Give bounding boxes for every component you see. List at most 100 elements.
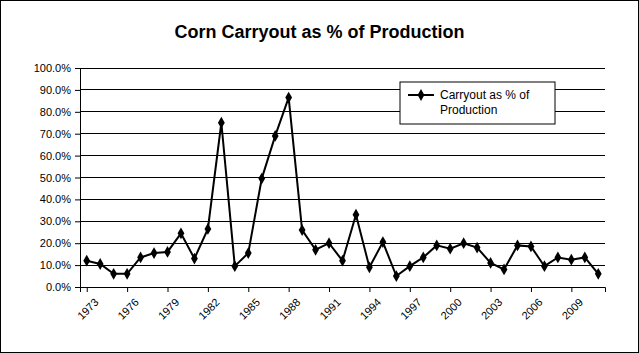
x-tick-mark xyxy=(369,287,370,292)
marker xyxy=(595,268,602,280)
x-tick: 1976 xyxy=(115,287,141,322)
y-tick-mark xyxy=(75,243,80,244)
x-tick-mark xyxy=(329,287,330,292)
y-tick: 60.0% xyxy=(40,150,80,162)
marker xyxy=(137,252,144,264)
y-tick: 100.0% xyxy=(34,62,80,74)
y-tick-label: 90.0% xyxy=(40,84,71,96)
y-tick-mark xyxy=(75,90,80,91)
marker xyxy=(326,237,333,249)
y-tick: 0.0% xyxy=(46,281,80,293)
legend-item: Carryout as % ofProduction xyxy=(408,88,530,117)
legend-marker xyxy=(418,89,425,101)
x-tick-mark xyxy=(127,287,128,292)
y-tick: 10.0% xyxy=(40,259,80,271)
marker xyxy=(245,247,252,259)
marker xyxy=(110,268,117,280)
y-tick: 40.0% xyxy=(40,193,80,205)
x-tick: 1991 xyxy=(317,287,343,322)
marker xyxy=(460,237,467,249)
marker xyxy=(514,240,521,252)
marker xyxy=(124,268,131,280)
marker xyxy=(178,227,185,239)
x-tick-mark xyxy=(410,287,411,292)
marker xyxy=(406,260,413,272)
y-tick-label: 0.0% xyxy=(46,281,71,293)
x-tick: 1988 xyxy=(277,287,303,322)
x-tick-label: 1991 xyxy=(317,296,343,322)
grid-line xyxy=(80,199,605,200)
y-tick: 90.0% xyxy=(40,84,80,96)
marker xyxy=(353,209,360,221)
marker xyxy=(541,260,548,272)
marker xyxy=(447,243,454,255)
chart: Corn Carryout as % of Production0.0%10.0… xyxy=(0,0,639,353)
x-tick-mark xyxy=(571,287,572,292)
x-tick: 2003 xyxy=(479,287,505,322)
marker xyxy=(164,246,171,258)
grid-line xyxy=(80,155,605,156)
x-tick-label: 2003 xyxy=(479,296,505,322)
y-tick-mark xyxy=(75,265,80,266)
y-tick-mark xyxy=(75,134,80,135)
marker xyxy=(204,223,211,235)
grid-line xyxy=(80,177,605,178)
grid-line xyxy=(80,68,605,69)
legend-box xyxy=(400,82,555,124)
y-tick-mark xyxy=(75,199,80,200)
grid-line xyxy=(80,243,605,244)
x-tick-label: 1979 xyxy=(156,296,182,322)
y-tick-label: 30.0% xyxy=(40,215,71,227)
marker xyxy=(258,173,265,185)
marker xyxy=(474,242,481,254)
x-tick: 2006 xyxy=(519,287,545,322)
x-tick-mark xyxy=(289,287,290,292)
y-tick-label: 10.0% xyxy=(40,259,71,271)
y-tick: 50.0% xyxy=(40,172,80,184)
x-tick-mark xyxy=(531,287,532,292)
x-axis-line xyxy=(81,288,606,293)
x-tick-label: 2009 xyxy=(559,296,585,322)
y-tick-label: 60.0% xyxy=(40,150,71,162)
marker xyxy=(231,260,238,272)
y-tick-label: 80.0% xyxy=(40,106,71,118)
x-tick-label: 1994 xyxy=(358,296,384,322)
marker xyxy=(218,117,225,129)
x-axis: 1973197619791982198519881991199419972000… xyxy=(75,287,606,322)
marker xyxy=(97,258,104,270)
y-tick: 70.0% xyxy=(40,128,80,140)
y-tick-label: 50.0% xyxy=(40,172,71,184)
y-tick-label: 20.0% xyxy=(40,237,71,249)
marker xyxy=(487,257,494,269)
x-tick: 1982 xyxy=(196,287,222,322)
grid xyxy=(80,68,605,287)
marker xyxy=(191,253,198,265)
x-tick-label: 1997 xyxy=(398,296,424,322)
marker xyxy=(528,241,535,253)
x-tick: 1979 xyxy=(156,287,182,322)
marker xyxy=(151,247,158,259)
x-tick-label: 1988 xyxy=(277,296,303,322)
marker xyxy=(501,264,508,276)
marker xyxy=(83,255,90,267)
y-axis-line xyxy=(75,69,81,288)
x-tick-mark xyxy=(168,287,169,292)
marker xyxy=(339,255,346,267)
x-tick: 1985 xyxy=(236,287,262,322)
marker xyxy=(312,244,319,256)
x-tick-label: 1985 xyxy=(236,296,262,322)
chart-border xyxy=(1,1,639,353)
legend: Carryout as % ofProduction xyxy=(400,82,555,124)
y-tick-mark xyxy=(75,221,80,222)
x-tick-mark xyxy=(208,287,209,292)
marker xyxy=(393,270,400,282)
marker xyxy=(299,224,306,236)
y-tick: 20.0% xyxy=(40,237,80,249)
x-tick: 2009 xyxy=(559,287,585,322)
y-tick-mark xyxy=(75,178,80,179)
y-tick: 80.0% xyxy=(40,106,80,118)
marker xyxy=(568,254,575,266)
marker xyxy=(554,252,561,264)
x-tick-mark xyxy=(450,287,451,292)
y-tick-label: 70.0% xyxy=(40,128,71,140)
